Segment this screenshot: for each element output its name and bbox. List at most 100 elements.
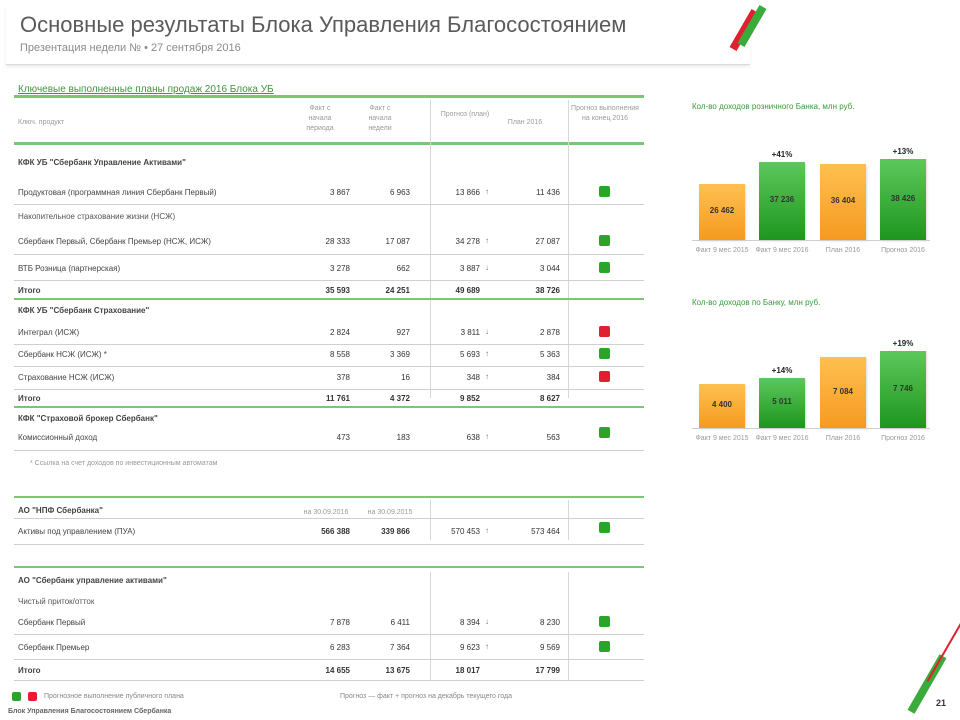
category-label: Прогноз 2016	[881, 435, 925, 442]
bar-value-label: 7 084	[832, 386, 854, 396]
cell-v2: 24 251	[385, 286, 410, 295]
cell-v1: 35 593	[325, 286, 350, 295]
table-row-total: Итого	[18, 666, 41, 675]
table-row-label: Сбербанк Премьер	[18, 643, 90, 652]
cell-v2: 7 364	[389, 643, 410, 652]
row-rule	[14, 280, 644, 281]
bar-growth-label: +14%	[771, 366, 793, 375]
trend-arrow-icon: ↑	[485, 372, 489, 381]
col-header-c1: Факт с начала периода	[306, 105, 334, 132]
section-rule	[14, 566, 644, 568]
chart-1-baseline	[692, 240, 930, 241]
status-red-icon	[599, 371, 610, 382]
section-title: КФК УБ "Сбербанк Страхование"	[18, 306, 150, 315]
cell-v4: 3 044	[539, 264, 560, 273]
col-date-1: на 30.09.2016	[303, 509, 349, 516]
chart-bar	[880, 351, 926, 428]
cell-v2: 13 675	[385, 666, 410, 675]
col-divider	[568, 100, 569, 398]
table-row-total: Итого	[18, 394, 41, 403]
cell-v4: 9 569	[539, 643, 560, 652]
cell-v2: 3 369	[389, 350, 410, 359]
cell-v3: 18 017	[455, 666, 480, 675]
status-green-icon	[599, 522, 610, 533]
status-green-icon	[599, 427, 610, 438]
cell-v2: 17 087	[385, 237, 410, 246]
trend-arrow-icon: ↓	[485, 327, 489, 336]
cell-v1: 14 655	[325, 666, 350, 675]
bar-growth-label: +13%	[892, 147, 914, 156]
page-title: Основные результаты Блока Управления Бла…	[20, 12, 627, 37]
cell-v3: 9 852	[459, 394, 480, 403]
section-rule	[14, 298, 644, 300]
status-green-icon	[599, 348, 610, 359]
cell-v1: 11 761	[325, 394, 350, 403]
category-label: План 2016	[825, 435, 861, 442]
section-rule	[14, 406, 644, 408]
legend-text: Прогнозное выполнение публичного плана	[44, 693, 184, 700]
header-bottom-rule	[14, 142, 644, 145]
table-row-total: Итого	[18, 286, 41, 295]
cell-v4: 38 726	[535, 286, 560, 295]
bar-value-label: 5 011	[772, 397, 792, 406]
table-row-label: Сбербанк Первый	[18, 618, 86, 627]
section-title: КФК "Страховой брокер Сбербанк"	[18, 414, 158, 423]
trend-arrow-icon: ↑	[485, 432, 489, 441]
category-label: Факт 9 мес 2015	[695, 247, 749, 254]
cell-v2: 339 866	[381, 527, 410, 536]
cell-v3: 570 453	[451, 527, 480, 536]
cell-v3: 49 689	[455, 286, 480, 295]
col-divider	[430, 572, 431, 680]
row-rule	[14, 204, 644, 205]
cell-v4: 8 627	[539, 394, 560, 403]
bar-growth-label: +41%	[771, 150, 793, 159]
chart-bar	[699, 184, 745, 240]
cell-v4: 8 230	[539, 618, 560, 627]
section-title: АО "НПФ Сбербанка"	[18, 506, 103, 515]
cell-v1: 7 878	[329, 618, 350, 627]
bar-value-label: 37 236	[769, 195, 795, 204]
trend-arrow-icon: ↓	[485, 263, 489, 272]
row-rule	[14, 389, 644, 390]
status-green-icon	[599, 235, 610, 246]
table-row-label: Комиссионный доход	[18, 433, 98, 442]
cell-v1: 6 283	[329, 643, 350, 652]
slide-header: Основные результаты Блока Управления Бла…	[6, 4, 750, 65]
row-rule	[14, 366, 644, 367]
col-header-c2: Факт с начала недели	[368, 105, 392, 132]
row-rule	[14, 450, 644, 451]
page-subtitle: Презентация недели № • 27 сентября 2016	[20, 42, 241, 54]
cell-v1: 3 278	[329, 264, 350, 273]
cell-v1: 473	[336, 433, 350, 442]
row-rule	[14, 254, 644, 255]
table-row-label: Сбербанк НСЖ (ИСЖ) *	[18, 350, 107, 359]
table-row-label: ВТБ Розница (партнерская)	[18, 264, 121, 273]
chart-bar	[880, 159, 926, 240]
cell-v2: 183	[396, 433, 410, 442]
bar-value-label: 4 400	[711, 400, 733, 409]
cell-v3: 638	[466, 433, 480, 442]
category-label: План 2016	[825, 247, 861, 254]
cell-v4: 11 436	[536, 188, 560, 197]
cell-v2: 662	[396, 264, 410, 273]
status-green-icon	[599, 186, 610, 197]
col-divider	[568, 572, 569, 680]
col-header-c5: Прогноз выполнения на конец 2016	[571, 105, 639, 122]
trend-arrow-icon: ↑	[485, 526, 489, 535]
corner-stripe-red	[926, 620, 960, 682]
table-row-label: Продуктовая (программная линия Сбербанк …	[18, 188, 217, 197]
status-green-icon	[599, 641, 610, 652]
cell-v4: 384	[546, 373, 560, 382]
table-row-label: Интеграл (ИСЖ)	[18, 328, 80, 337]
chart-bar	[759, 378, 805, 428]
col-header-c4: План 2016	[507, 119, 543, 126]
table-row-label: Страхование НСЖ (ИСЖ)	[18, 373, 115, 382]
cell-v3: 3 887	[459, 264, 480, 273]
cell-v4: 5 363	[539, 350, 560, 359]
col-header-c3: Прогноз (план)	[440, 111, 490, 118]
footer-note: Прогноз — факт + прогноз на декабрь теку…	[340, 693, 512, 700]
cell-v4: 27 087	[535, 237, 560, 246]
cell-v2: 6 963	[389, 188, 410, 197]
cell-v2: 6 411	[390, 618, 410, 627]
status-green-icon	[599, 616, 610, 627]
